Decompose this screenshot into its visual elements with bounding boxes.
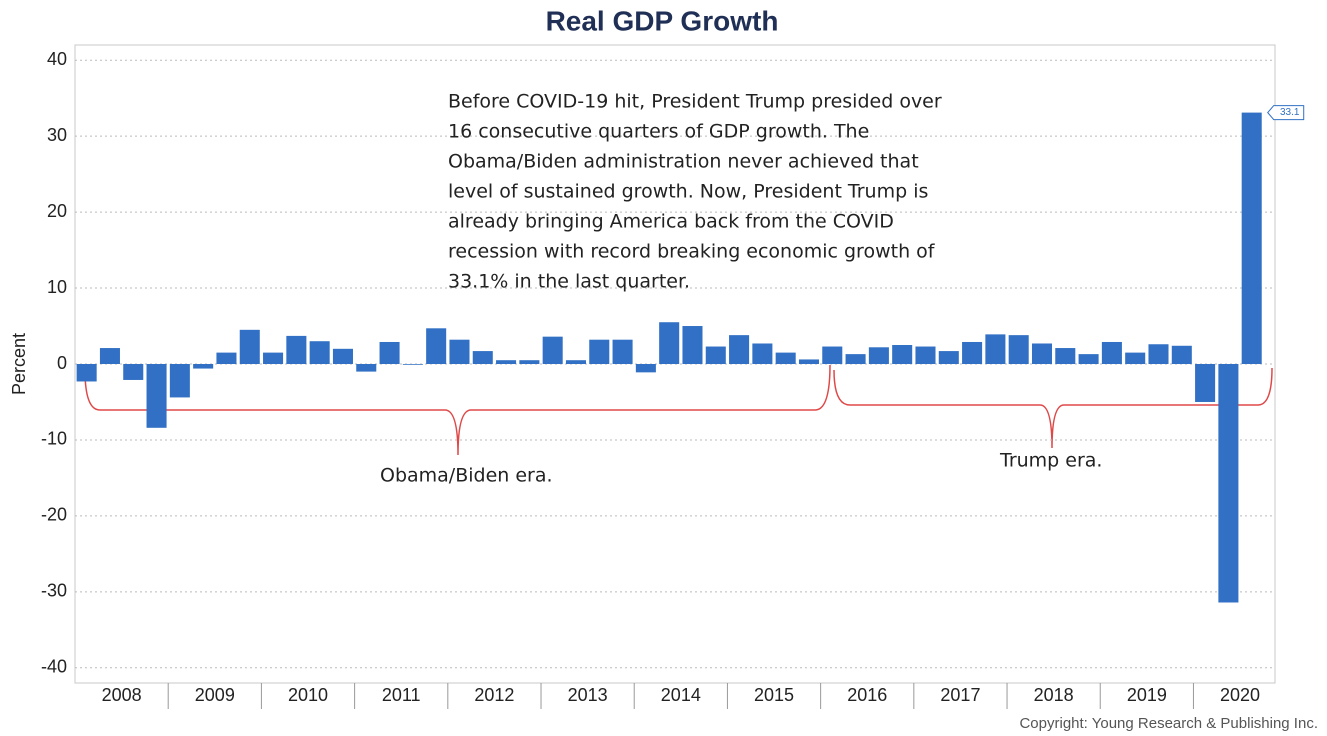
bar (263, 352, 284, 364)
bar (193, 364, 214, 369)
y-tick-label: -40 (41, 657, 67, 677)
bar (1078, 354, 1099, 364)
x-tick-label: 2020 (1220, 685, 1260, 705)
bar (1101, 341, 1122, 364)
bar (798, 359, 819, 364)
chart-title: Real GDP Growth (546, 5, 779, 36)
label-box (1267, 105, 1305, 121)
bar (332, 348, 353, 364)
obama-bracket (84, 364, 831, 456)
x-tick-label: 2012 (474, 685, 514, 705)
bar (402, 364, 423, 365)
bar (612, 339, 633, 364)
bar (1241, 112, 1262, 364)
x-tick-label: 2011 (382, 685, 421, 705)
bar (239, 329, 260, 364)
bar (1148, 344, 1169, 364)
x-tick-label: 2019 (1127, 685, 1167, 705)
bar (123, 364, 144, 380)
bar (496, 360, 517, 364)
bar (1125, 352, 1146, 364)
bar (868, 347, 889, 364)
bar (752, 343, 773, 364)
era-label: Trump era. (999, 450, 1102, 472)
bar (1218, 364, 1239, 603)
annotation: Obama/Biden administration never achieve… (448, 151, 919, 173)
annotation: 16 consecutive quarters of GDP growth. T… (448, 121, 869, 143)
y-tick-label: -10 (41, 429, 67, 449)
annotation: recession with record breaking economic … (448, 241, 936, 263)
x-tick-label: 2013 (568, 685, 608, 705)
bar (542, 336, 563, 364)
annotation: Before COVID-19 hit, President Trump pre… (448, 91, 942, 113)
bar (472, 351, 493, 364)
x-tick-label: 2016 (847, 685, 887, 705)
bar (286, 335, 307, 364)
bar (1195, 364, 1216, 402)
annotation: already bringing America back from the C… (448, 211, 894, 233)
bar (309, 341, 330, 364)
bar (1055, 348, 1076, 364)
x-tick-label: 2018 (1034, 685, 1074, 705)
bar (1031, 343, 1053, 364)
bar (356, 364, 377, 372)
bar (379, 341, 400, 364)
bar (635, 364, 656, 373)
bar (845, 354, 866, 364)
bar (915, 346, 936, 364)
annotation: level of sustained growth. Now, Presiden… (448, 181, 928, 203)
bar (682, 326, 703, 364)
annotation: 33.1% in the last quarter. (448, 271, 690, 293)
copyright: Copyright: Young Research & Publishing I… (1019, 715, 1318, 732)
bar (169, 364, 190, 398)
bar (565, 360, 586, 364)
x-tick-label: 2009 (195, 685, 235, 705)
y-tick-label: 10 (47, 277, 67, 297)
y-tick-label: 40 (47, 49, 67, 69)
y-tick-label: -20 (41, 505, 67, 525)
bar (1008, 335, 1029, 364)
x-tick-label: 2017 (940, 685, 980, 705)
bar (822, 346, 843, 364)
y-tick-label: 20 (47, 201, 67, 221)
bar (705, 346, 726, 364)
y-tick-label: 0 (57, 353, 67, 373)
bar (449, 339, 470, 364)
x-tick-label: 2008 (102, 685, 142, 705)
trump-bracket (833, 367, 1273, 449)
bar (938, 351, 959, 364)
bar (1171, 345, 1192, 364)
bar (99, 348, 120, 364)
y-tick-label: -30 (41, 581, 67, 601)
x-tick-label: 2015 (754, 685, 794, 705)
y-tick-label: 30 (47, 125, 67, 145)
bar (962, 341, 983, 364)
bar (589, 339, 610, 364)
bar (146, 364, 167, 428)
bar (729, 335, 750, 364)
bar (426, 328, 447, 364)
bar (519, 360, 540, 364)
data-label: 33.1 (1280, 107, 1300, 118)
era-label: Obama/Biden era. (380, 465, 553, 487)
bar (216, 352, 237, 364)
y-axis-label: Percent (9, 333, 29, 395)
bar (892, 345, 913, 364)
bar (76, 364, 97, 382)
bar (985, 334, 1006, 364)
x-tick-label: 2014 (661, 685, 701, 705)
bar (659, 322, 680, 364)
x-tick-label: 2010 (288, 685, 328, 705)
bar (775, 352, 796, 364)
